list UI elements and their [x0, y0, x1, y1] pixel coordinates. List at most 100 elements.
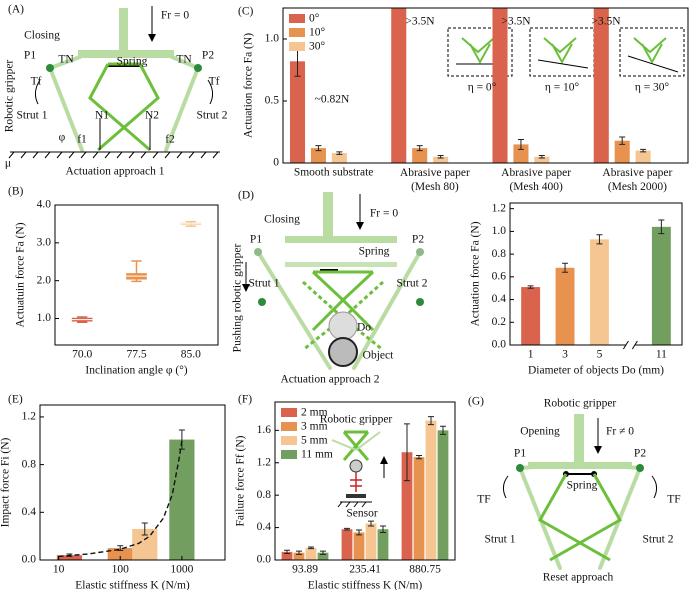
plot-area — [56, 429, 195, 560]
error-bar — [440, 425, 446, 435]
annotation: η = 30° — [635, 82, 670, 94]
annotation: ~0.82N — [315, 94, 350, 106]
legend-label: 5 mm — [301, 435, 328, 447]
bar — [413, 457, 425, 560]
annotation: Sensor — [346, 508, 377, 520]
bar — [365, 523, 377, 560]
bar — [281, 551, 293, 560]
error-bar — [380, 525, 386, 533]
error-bar — [416, 454, 422, 460]
x-axis-label: Elastic stiffness K (N/m) — [308, 580, 423, 590]
diagram-label: Fr = 0 — [370, 208, 398, 220]
annotation: >3.5N — [405, 16, 435, 28]
diagram-label: TN — [176, 54, 192, 66]
y-tick-label: 0.8 — [492, 248, 507, 260]
error-bar — [640, 148, 647, 153]
diagram-label: Tf — [209, 76, 220, 88]
x-tick-label: 5 — [597, 349, 603, 361]
bar — [534, 156, 550, 163]
x-tick-label: 70.0 — [72, 349, 92, 361]
diagram-label: (A) — [8, 4, 24, 16]
diagram-label: TF — [667, 494, 680, 506]
diagram-label: Fr ≠ 0 — [606, 426, 634, 438]
error-bar — [117, 545, 124, 551]
y-tick-label: 0.0 — [22, 554, 37, 566]
plot-area — [281, 416, 449, 560]
error-bar — [596, 234, 603, 245]
error-bar — [336, 151, 343, 155]
bar — [412, 148, 428, 163]
bar — [492, 8, 508, 163]
bar — [513, 144, 529, 163]
y-tick-label: 0.4 — [492, 293, 507, 305]
bar — [555, 267, 575, 345]
x-tick-label: Abrasive paper (Mesh 80) — [400, 167, 470, 193]
diagram-label: f1 — [77, 134, 87, 146]
error-bar — [368, 520, 374, 527]
diagram-label: Fr = 0 — [161, 10, 189, 22]
legend-swatch — [289, 14, 305, 23]
diagram-label: Opening — [520, 426, 560, 438]
error-bar — [284, 549, 290, 555]
error-bar — [562, 262, 569, 273]
bar — [593, 8, 609, 163]
error-bar — [296, 550, 302, 555]
y-tick-label: 3.0 — [37, 236, 52, 248]
y-tick-label: 1.0 — [265, 33, 280, 45]
y-tick-label: 0.0 — [492, 339, 507, 351]
bar — [401, 452, 413, 560]
panel-label: (E) — [8, 394, 23, 406]
bar — [377, 529, 389, 560]
bar — [56, 555, 83, 560]
x-tick-label: 11 — [656, 349, 667, 361]
bar — [353, 532, 365, 560]
error-bar — [344, 527, 350, 531]
diagram-label: Closing — [264, 214, 300, 226]
diagram-label: Strut 1 — [485, 534, 516, 546]
plot-frame — [39, 404, 226, 561]
error-bar — [308, 546, 314, 550]
bar — [293, 552, 305, 560]
y-tick-label: 1.2 — [22, 411, 37, 423]
annotation: η = 0° — [468, 82, 497, 94]
diagram-label: Pushing robotic gripper — [232, 244, 244, 353]
y-tick-label: 1.2 — [257, 456, 272, 468]
y-tick-label: 4.0 — [37, 199, 52, 211]
x-tick-label: 1 — [528, 349, 534, 361]
diagram-label: (G) — [468, 396, 484, 408]
error-bar — [428, 416, 434, 426]
annotation: η = 10° — [545, 82, 580, 94]
x-tick-label: 880.75 — [409, 564, 441, 576]
diagram-label: P2 — [202, 50, 214, 62]
bar — [614, 140, 630, 163]
x-tick-label: 3 — [562, 349, 568, 361]
c-inset-shapes — [456, 37, 679, 73]
diagram-label: Reset approach — [543, 572, 614, 584]
diagram-label: P2 — [412, 234, 424, 246]
y-axis-label: Actuatuin force Fa (N) — [15, 222, 27, 327]
error-bar — [141, 522, 148, 536]
error-bar — [320, 550, 326, 555]
diagram-label: Object — [363, 350, 394, 362]
legend-swatch — [281, 422, 297, 431]
x-tick-label: 235.41 — [349, 564, 381, 576]
y-tick-label: 2.0 — [37, 274, 52, 286]
plot-area — [521, 219, 671, 345]
axis-break-gap — [625, 342, 636, 348]
y-tick-label: 0 — [273, 157, 279, 169]
diagram-label: Tf — [31, 76, 42, 88]
diagram-label: P1 — [514, 448, 526, 460]
diagram-label: P1 — [250, 234, 262, 246]
bar — [437, 430, 449, 560]
y-tick-label: 0.6 — [492, 270, 507, 282]
error-bar — [404, 423, 410, 482]
diagram-label: Spring — [567, 480, 598, 492]
y-tick-label: 1.6 — [257, 424, 272, 436]
whisker-cap — [77, 316, 88, 324]
diagram-label: μ — [5, 158, 11, 170]
x-axis-label: Elastic stiffness K (N/m) — [75, 580, 190, 590]
bar — [341, 529, 353, 560]
x-tick-label: 77.5 — [126, 349, 146, 361]
error-bar — [619, 136, 626, 145]
bar — [317, 552, 329, 560]
